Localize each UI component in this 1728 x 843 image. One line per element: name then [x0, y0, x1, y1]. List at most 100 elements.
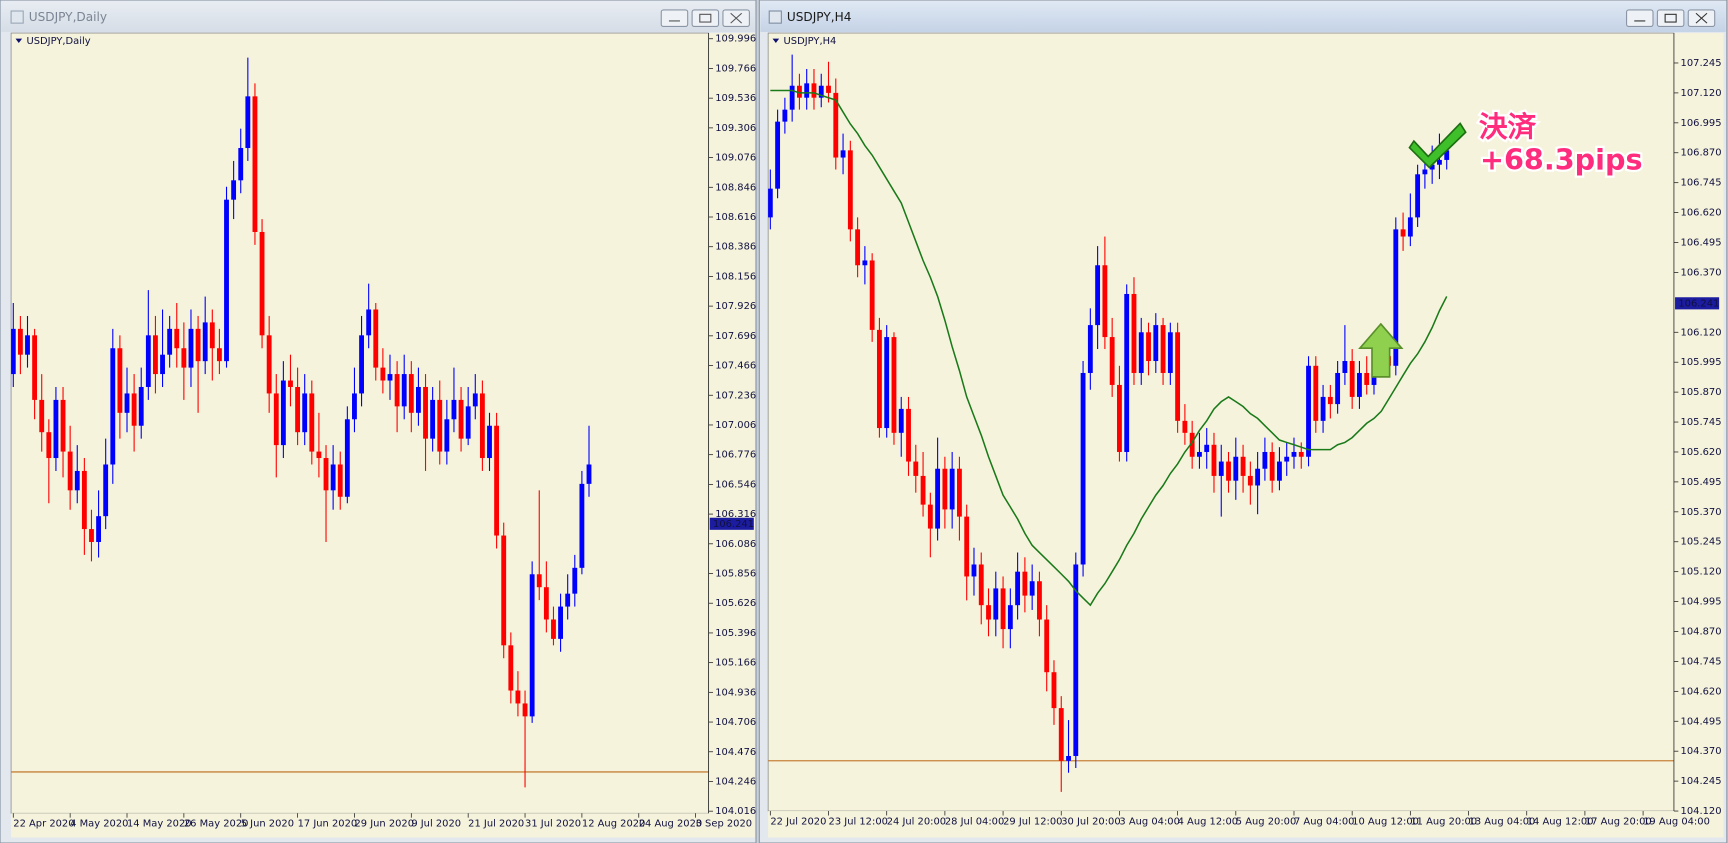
candle-body: [1437, 159, 1442, 165]
y-tick-label: 109.536: [715, 93, 756, 104]
candle-body: [1066, 755, 1071, 761]
candle-body: [1087, 325, 1093, 373]
window-controls[interactable]: [1626, 9, 1716, 27]
window-controls[interactable]: [660, 9, 750, 27]
candle-body: [1117, 384, 1122, 452]
candle-body: [110, 348, 116, 465]
candle-body: [1175, 332, 1181, 421]
candle-body: [1204, 444, 1210, 452]
y-tick-label: 106.495: [1681, 238, 1722, 249]
candle-body: [1291, 451, 1297, 457]
chart: USDJPY,Daily USDJPY,Daily 109.996 109.766 10…: [11, 10, 756, 829]
candle-body: [451, 399, 457, 420]
x-tick-label: 31 Jul 2020: [525, 818, 581, 829]
y-tick-label: 104.246: [715, 776, 756, 787]
x-tick-label: 19 Aug 04:00: [1643, 816, 1710, 827]
candle-body: [906, 408, 911, 462]
candle-body: [494, 425, 500, 536]
candle-body: [1349, 361, 1355, 397]
candle-body: [1298, 451, 1304, 457]
y-tick-label: 105.120: [1681, 567, 1722, 578]
x-tick-label: 14 May 2020: [127, 818, 192, 829]
candle-body: [231, 180, 237, 200]
candle-body: [1109, 337, 1115, 385]
candle-body: [1044, 619, 1050, 673]
candle-body: [1422, 169, 1428, 175]
candle-body: [1167, 332, 1173, 373]
candle-body: [847, 150, 853, 230]
y-tick-label: 104.495: [1681, 716, 1722, 727]
candle-body: [195, 328, 201, 362]
candle-body: [302, 393, 308, 433]
candle-body: [1364, 372, 1370, 385]
candle-body: [380, 367, 386, 381]
candle-body: [1262, 451, 1268, 469]
candle-body: [458, 399, 464, 439]
candle-body: [387, 374, 393, 381]
candle-body: [472, 393, 478, 407]
y-tick-label: 109.076: [715, 153, 756, 164]
candle-body: [266, 335, 272, 394]
candle-body: [1218, 461, 1224, 476]
candle-body: [81, 470, 87, 530]
y-tick-label: 104.706: [715, 717, 756, 728]
chart: USDJPY,H4 USDJPY,H4 107.245 107.120 106.995 1…: [768, 10, 1722, 827]
x-tick-label: 9 Jul 2020: [411, 818, 461, 829]
chart-menu-arrow: [772, 38, 780, 43]
candle-body: [1197, 451, 1202, 457]
candle-body: [487, 425, 492, 459]
candle-body: [862, 260, 868, 266]
candle-body: [1320, 396, 1326, 421]
candle-body: [131, 393, 137, 426]
candle-body: [515, 690, 521, 704]
candle-body: [572, 567, 578, 594]
y-tick-label: 105.396: [715, 628, 756, 639]
candle-body: [352, 393, 357, 420]
y-tick-label: 107.120: [1681, 88, 1722, 99]
chart-menu-arrow: [15, 38, 23, 43]
candle-body: [543, 587, 549, 620]
x-tick-label: 12 Aug 2020: [582, 818, 645, 829]
candle-body: [971, 564, 977, 577]
candle-body: [1444, 150, 1450, 160]
y-tick-label: 108.616: [715, 212, 756, 223]
x-tick-label: 5 Aug 20:00: [1236, 816, 1296, 827]
candle-body: [366, 309, 372, 336]
candle-body: [224, 199, 229, 362]
x-tick-label: 21 Jul 2020: [468, 818, 524, 829]
current-price-label: 106.241: [1678, 298, 1719, 309]
candle-body: [174, 328, 180, 349]
candle-body: [1124, 293, 1130, 452]
candle-body: [1429, 164, 1435, 170]
y-tick-label: 107.696: [715, 331, 756, 342]
candle-body: [1138, 332, 1144, 373]
candle-body: [316, 451, 322, 459]
y-tick-label: 105.245: [1681, 537, 1722, 548]
candle-body: [153, 335, 158, 375]
candle-body: [96, 516, 102, 542]
candle-body: [415, 386, 421, 413]
candle-body: [1313, 365, 1319, 421]
candle-body: [60, 399, 66, 452]
candle-body: [1393, 229, 1399, 366]
candle-body: [1153, 325, 1159, 362]
candle-body: [1233, 456, 1239, 481]
x-tick-label: 14 Aug 12:00: [1527, 816, 1594, 827]
y-tick-label: 106.776: [715, 450, 756, 461]
y-tick-label: 105.856: [715, 569, 756, 580]
y-tick-label: 104.476: [715, 747, 756, 758]
y-tick-label: 105.870: [1681, 387, 1722, 398]
candle-body: [1247, 475, 1253, 486]
candle-body: [811, 83, 817, 98]
candle-body: [1058, 708, 1064, 761]
candle-body: [1182, 420, 1188, 433]
y-tick-label: 104.016: [715, 806, 756, 817]
candle-body: [993, 588, 999, 620]
y-tick-label: 104.370: [1681, 746, 1722, 757]
candle-body: [935, 468, 941, 529]
candle-body: [978, 564, 984, 606]
candle-body: [167, 328, 173, 355]
x-tick-label: 11 Aug 20:00: [1410, 816, 1477, 827]
y-tick-label: 106.316: [715, 509, 756, 520]
candle-body: [855, 229, 861, 266]
